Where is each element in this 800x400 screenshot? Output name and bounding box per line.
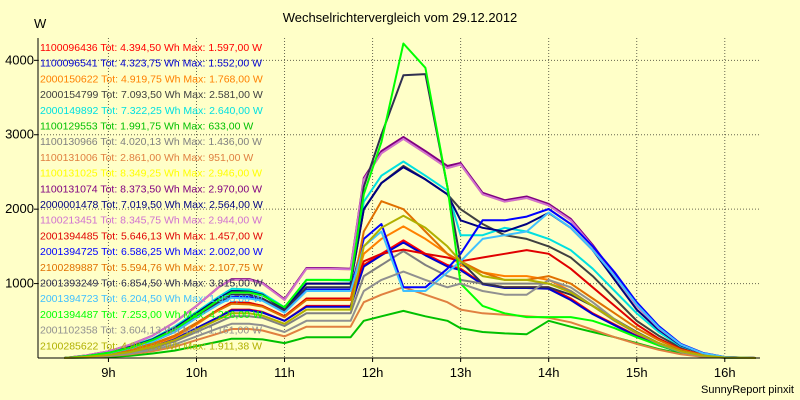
legend-entry-2001394487: 2001394487 Tot: 7.253,00 Wh Max: 4.226,0… xyxy=(40,309,263,321)
legend-entry-1100129553: 1100129553 Tot: 1.991,75 Wh Max: 633,00 … xyxy=(40,121,253,133)
y-axis-unit-label: W xyxy=(34,16,47,31)
legend-entry-2000154799: 2000154799 Tot: 7.093,50 Wh Max: 2.581,0… xyxy=(40,89,263,101)
legend-entry-1100131006: 1100131006 Tot: 2.861,00 Wh Max: 951,00 … xyxy=(40,152,253,164)
series-line-2000001478 xyxy=(64,166,756,359)
legend-entry-1100096436: 1100096436 Tot: 4.394,50 Wh Max: 1.597,0… xyxy=(40,42,262,54)
legend-entry-2001394485: 2001394485 Tot: 5.646,13 Wh Max: 1.457,0… xyxy=(40,230,263,242)
series-line-2001394487 xyxy=(64,42,756,359)
y-tick-label-4000: 4000 xyxy=(5,52,34,67)
legend-entry-2001394723: 2001394723 Tot: 6.204,50 Wh Max: 1.955,0… xyxy=(40,293,263,305)
legend-entry-2001394725: 2001394725 Tot: 6.586,25 Wh Max: 2.002,0… xyxy=(40,246,263,258)
legend-entry-1100130966: 1100130966 Tot: 4.020,13 Wh Max: 1.436,0… xyxy=(40,136,262,148)
legend-entry-1100213451: 1100213451 Tot: 8.345,75 Wh Max: 2.944,0… xyxy=(40,215,262,227)
x-tick-label-11h: 11h xyxy=(274,365,295,380)
x-tick-label-15h: 15h xyxy=(626,365,648,380)
x-tick-label-9h: 9h xyxy=(101,365,115,380)
chart-title: Wechselrichtervergleich vom 29.12.2012 xyxy=(282,10,518,25)
legend-entry-2000001478: 2000001478 Tot: 7.019,50 Wh Max: 2.564,0… xyxy=(40,199,263,211)
legend-entry-2000150622: 2000150622 Tot: 4.919,75 Wh Max: 1.768,0… xyxy=(40,73,263,85)
y-tick-label-1000: 1000 xyxy=(5,276,34,291)
legend-entry-1100131074: 1100131074 Tot: 8.373,50 Wh Max: 2.970,0… xyxy=(40,183,262,195)
series-line-2100289887 xyxy=(64,200,756,359)
y-tick-label-2000: 2000 xyxy=(5,201,34,216)
legend-entry-2000149892: 2000149892 Tot: 7.322,25 Wh Max: 2.640,0… xyxy=(40,105,263,117)
x-tick-label-14h: 14h xyxy=(538,365,560,380)
legend-entry-2001102358: 2001102358 Tot: 3.604,13 Wh Max: 1.161,0… xyxy=(40,325,262,337)
series-line-1100131006 xyxy=(64,286,756,359)
series-line-2001394723 xyxy=(64,211,756,359)
footer-credit: SunnyReport pinxit xyxy=(701,384,794,396)
series-line-2000149892 xyxy=(64,160,756,359)
x-tick-label-12h: 12h xyxy=(362,365,384,380)
legend-entry-2100289887: 2100289887 Tot: 5.594,76 Wh Max: 2.107,7… xyxy=(40,262,263,274)
x-tick-label-16h: 16h xyxy=(714,365,736,380)
legend-entry-2100285622: 2100285622 Tot: 4.890,00 Wh Max: 1.911,3… xyxy=(40,340,262,352)
series-line-2100285622 xyxy=(64,214,756,359)
x-tick-label-13h: 13h xyxy=(450,365,472,380)
x-tick-label-10h: 10h xyxy=(186,365,208,380)
legend-entry-1100131025: 1100131025 Tot: 8.349,25 Wh Max: 2.946,0… xyxy=(40,168,262,180)
legend-entry-1100096541: 1100096541 Tot: 4.323,75 Wh Max: 1.552,0… xyxy=(40,58,262,70)
y-tick-label-3000: 3000 xyxy=(5,127,34,142)
legend-entry-2001393249: 2001393249 Tot: 6.854,50 Wh Max: 3.815,0… xyxy=(40,278,263,290)
